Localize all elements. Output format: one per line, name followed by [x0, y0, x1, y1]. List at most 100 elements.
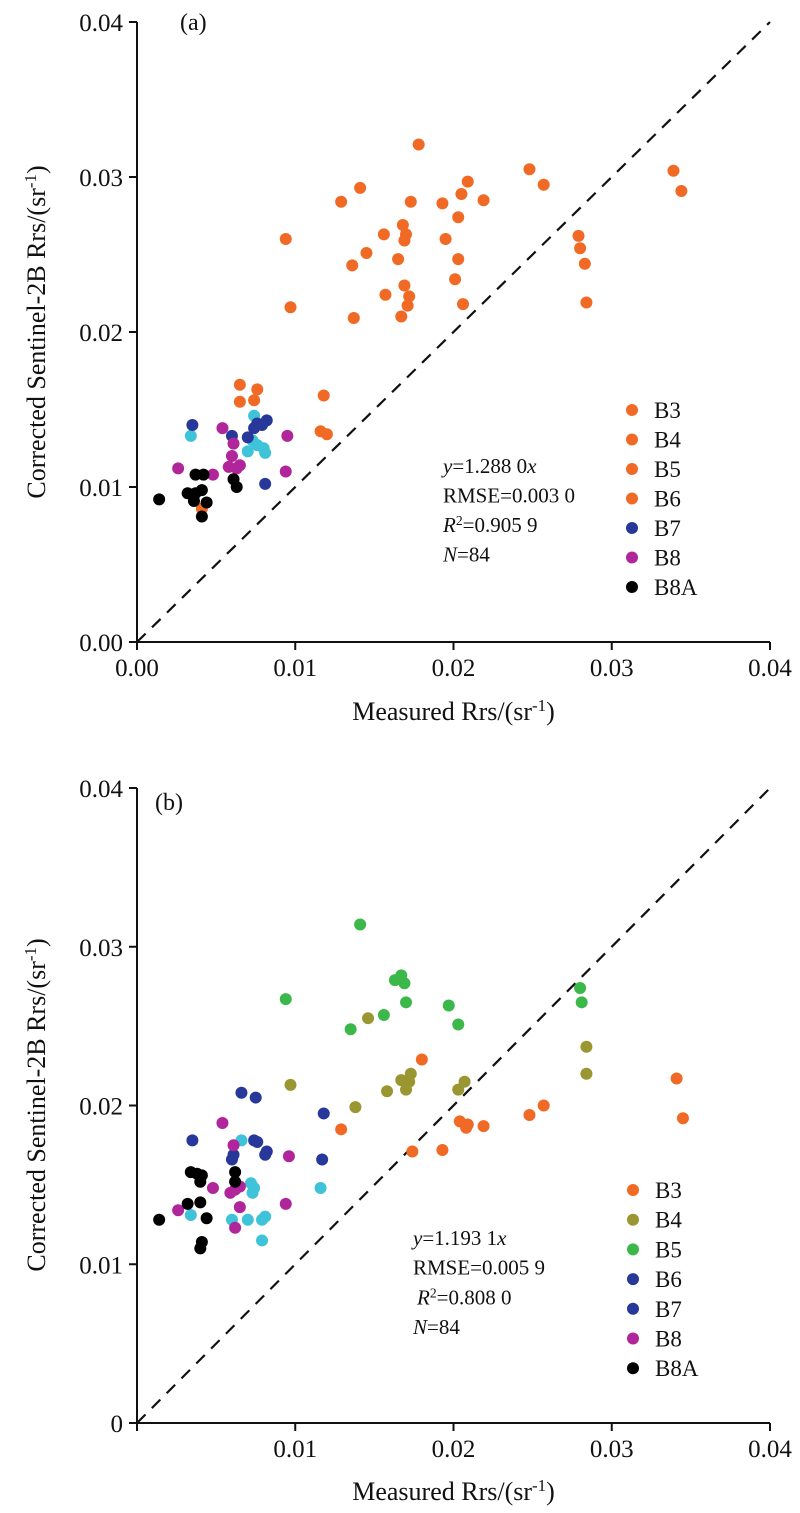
data-point [477, 1120, 490, 1133]
data-point [206, 468, 219, 481]
data-point [412, 138, 425, 151]
regression-equation-part: =1.193 1 [422, 1226, 497, 1250]
legend-label: B4 [655, 1208, 682, 1233]
y-axis-label-part: -1 [21, 947, 40, 961]
legend-marker [627, 1362, 639, 1375]
data-point [379, 288, 392, 301]
data-point [344, 1023, 357, 1036]
series-b8 [172, 422, 294, 481]
regression-equation-part: x [496, 1226, 507, 1250]
data-point [317, 389, 330, 402]
legend-marker [627, 1184, 639, 1196]
data-point [279, 233, 292, 245]
data-point [452, 211, 465, 224]
series-b7 [186, 414, 273, 490]
panel-label: (a) [180, 10, 207, 36]
y-axis-label-part: ) [22, 165, 51, 174]
data-point [251, 1136, 264, 1149]
data-point [398, 977, 411, 990]
data-point [404, 195, 417, 208]
data-point [436, 197, 449, 210]
data-point [452, 253, 465, 266]
data-point [461, 175, 474, 188]
data-point [395, 310, 408, 323]
data-point [186, 1134, 199, 1147]
y-tick-label: 0.04 [79, 10, 123, 37]
data-point [235, 1086, 248, 1099]
data-point [320, 428, 333, 441]
series-b8 [172, 1116, 295, 1234]
legend-label: B7 [655, 1297, 682, 1322]
data-point [574, 982, 587, 995]
data-point [187, 494, 200, 507]
data-point [461, 1118, 474, 1131]
y-axis-label-part: Corrected Sentinel-2B Rrs/(sr [22, 188, 51, 499]
data-point [346, 259, 359, 272]
data-point [186, 419, 199, 431]
x-tick-label: 0.01 [273, 655, 317, 682]
y-axis-label-part: ) [22, 938, 51, 947]
y-tick-label: 0.02 [79, 1094, 123, 1121]
data-point [153, 1213, 166, 1226]
series-b3-b6-orange- [195, 138, 688, 515]
data-point [403, 290, 416, 303]
n-annotation-part: =84 [427, 1315, 460, 1339]
data-point [458, 1075, 471, 1088]
data-point [406, 1145, 419, 1158]
data-point [335, 1123, 348, 1136]
data-point [392, 253, 405, 266]
x-axis-label-part: ) [546, 1477, 555, 1506]
data-point [184, 429, 197, 442]
panel-label: (b) [155, 790, 183, 816]
data-point [537, 1099, 550, 1112]
data-point [227, 1148, 240, 1161]
regression-equation-part: x [526, 454, 537, 478]
x-axis-label-part: Measured Rrs/(sr [352, 1477, 532, 1506]
data-point [574, 242, 587, 255]
data-point [580, 1067, 593, 1080]
data-point [233, 459, 246, 472]
legend-marker [627, 1302, 639, 1315]
r-squared-annotation-part: 2 [456, 513, 463, 528]
legend-label: B5 [654, 457, 681, 482]
data-point [197, 468, 210, 481]
data-point [246, 1186, 259, 1199]
legend-label: B5 [655, 1237, 682, 1262]
series-b8a [153, 1166, 242, 1255]
data-point [360, 246, 373, 259]
data-point [233, 1201, 246, 1214]
data-point [249, 1091, 262, 1104]
n-annotation-part: N [412, 1315, 428, 1339]
legend-marker [626, 551, 638, 564]
one-to-one-reference-line [136, 787, 771, 1424]
r-squared-annotation-part: =0.808 0 [437, 1285, 512, 1309]
data-point [279, 1197, 292, 1210]
data-point [316, 1153, 329, 1166]
data-point [377, 1009, 390, 1022]
legend-marker [626, 492, 638, 505]
legend-marker [626, 522, 638, 534]
data-point [580, 1040, 593, 1053]
data-point [667, 164, 680, 177]
data-point [259, 477, 272, 490]
y-tick-label: 0.03 [79, 935, 123, 962]
legend-label: B8 [654, 546, 681, 571]
n-annotation: N=84 [412, 1315, 460, 1339]
r-squared-annotation-part: =0.905 9 [463, 513, 538, 537]
data-point [256, 1234, 269, 1247]
legend-marker [626, 463, 638, 475]
data-point [362, 1012, 375, 1025]
data-point [415, 1053, 428, 1066]
data-point [279, 993, 292, 1006]
data-point [449, 273, 462, 286]
x-tick-label: 0.02 [432, 1436, 476, 1463]
legend-marker [627, 1273, 639, 1286]
data-point [194, 1196, 207, 1209]
data-point [216, 422, 229, 435]
data-point [282, 1150, 295, 1163]
legend-label: B8 [655, 1327, 682, 1352]
data-point [153, 493, 166, 506]
data-point [314, 1182, 327, 1195]
data-point [347, 312, 360, 325]
data-point [523, 1109, 536, 1122]
